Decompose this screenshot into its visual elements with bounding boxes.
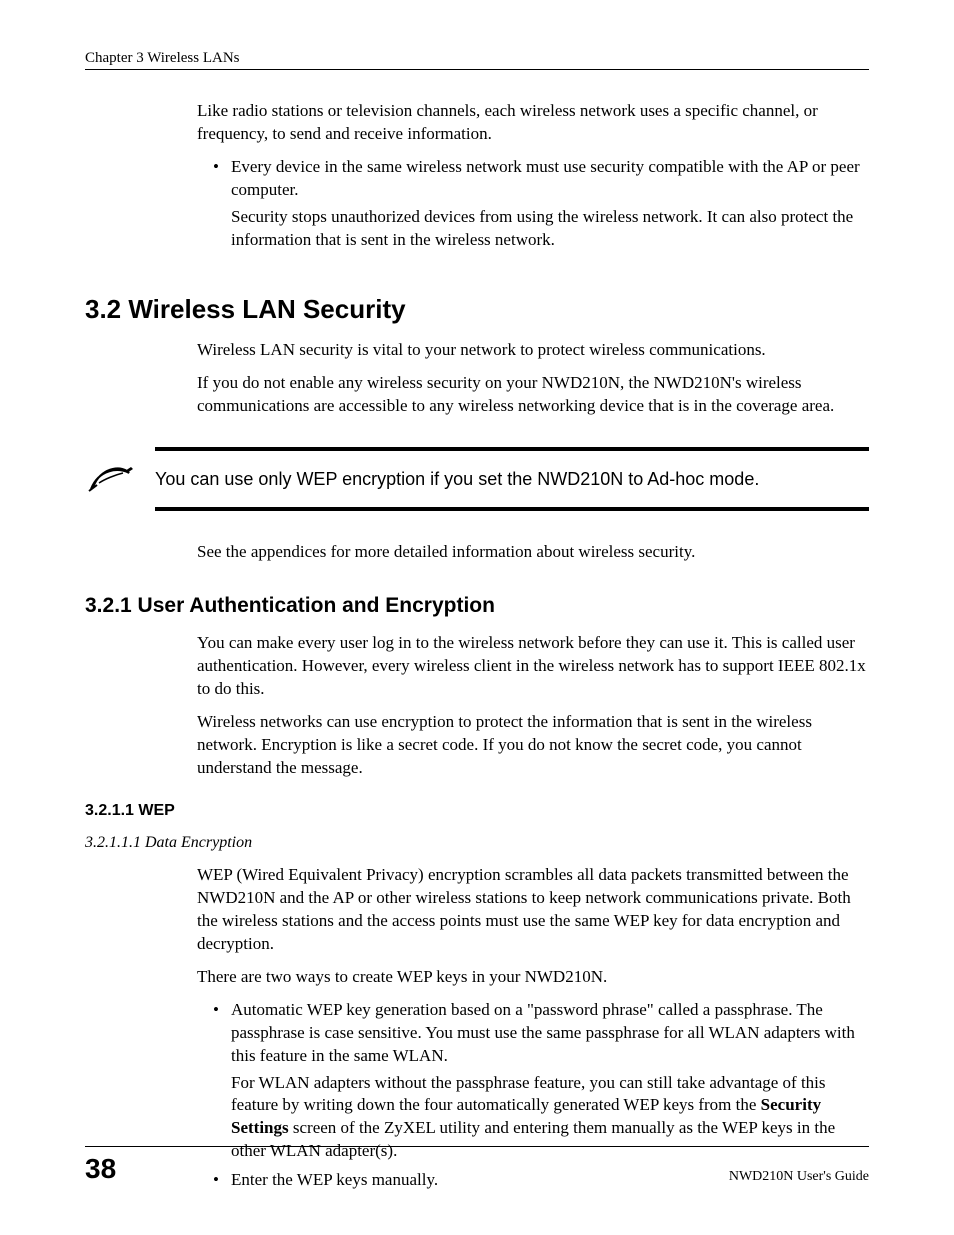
- sub-part-a: For WLAN adapters without the passphrase…: [231, 1073, 826, 1115]
- page: Chapter 3 Wireless LANs Like radio stati…: [0, 0, 954, 1235]
- heading-3-2-1-1-1: 3.2.1.1.1 Data Encryption: [85, 834, 869, 852]
- heading-3-2-1-1: 3.2.1.1 WEP: [85, 802, 869, 820]
- page-footer: 38 NWD210N User's Guide: [85, 1146, 869, 1185]
- note-rule-bottom: [155, 507, 869, 511]
- paragraph: Wireless LAN security is vital to your n…: [197, 339, 869, 362]
- section-3-2-after-note: See the appendices for more detailed inf…: [197, 541, 869, 564]
- bullet-item: • Every device in the same wireless netw…: [211, 156, 869, 252]
- page-header: Chapter 3 Wireless LANs: [85, 50, 869, 70]
- bullet-sub: Security stops unauthorized devices from…: [231, 206, 869, 252]
- chapter-label: Chapter 3 Wireless LANs: [85, 50, 240, 66]
- bullet-item: • Automatic WEP key generation based on …: [211, 999, 869, 1164]
- bullet-text: Every device in the same wireless networ…: [231, 156, 869, 252]
- paragraph: You can make every user log in to the wi…: [197, 632, 869, 701]
- guide-title: NWD210N User's Guide: [729, 1169, 869, 1185]
- section-3-2-1-body: You can make every user log in to the wi…: [197, 632, 869, 780]
- note-text: You can use only WEP encryption if you s…: [155, 468, 869, 491]
- heading-3-2-1: 3.2.1 User Authentication and Encryption: [85, 594, 869, 618]
- note-callout: You can use only WEP encryption if you s…: [85, 447, 869, 511]
- bullet-marker: •: [211, 999, 231, 1164]
- footer-line: 38 NWD210N User's Guide: [85, 1146, 869, 1185]
- paragraph: Wireless networks can use encryption to …: [197, 711, 869, 780]
- bullet-text: Automatic WEP key generation based on a …: [231, 999, 869, 1164]
- section-3-2-1-1-1-body: WEP (Wired Equivalent Privacy) encryptio…: [197, 864, 869, 989]
- heading-3-2: 3.2 Wireless LAN Security: [85, 294, 869, 325]
- intro-bullets: • Every device in the same wireless netw…: [197, 156, 869, 252]
- paragraph: There are two ways to create WEP keys in…: [197, 966, 869, 989]
- intro-block: Like radio stations or television channe…: [197, 100, 869, 146]
- note-row: You can use only WEP encryption if you s…: [85, 451, 869, 507]
- bullet-main: Automatic WEP key generation based on a …: [231, 1000, 855, 1065]
- paragraph: See the appendices for more detailed inf…: [197, 541, 869, 564]
- note-icon: [85, 461, 155, 497]
- paragraph: WEP (Wired Equivalent Privacy) encryptio…: [197, 864, 869, 956]
- section-3-2-body: Wireless LAN security is vital to your n…: [197, 339, 869, 418]
- bullet-main: Every device in the same wireless networ…: [231, 157, 860, 199]
- page-number: 38: [85, 1153, 116, 1185]
- paragraph: If you do not enable any wireless securi…: [197, 372, 869, 418]
- intro-paragraph: Like radio stations or television channe…: [197, 100, 869, 146]
- bullet-marker: •: [211, 156, 231, 252]
